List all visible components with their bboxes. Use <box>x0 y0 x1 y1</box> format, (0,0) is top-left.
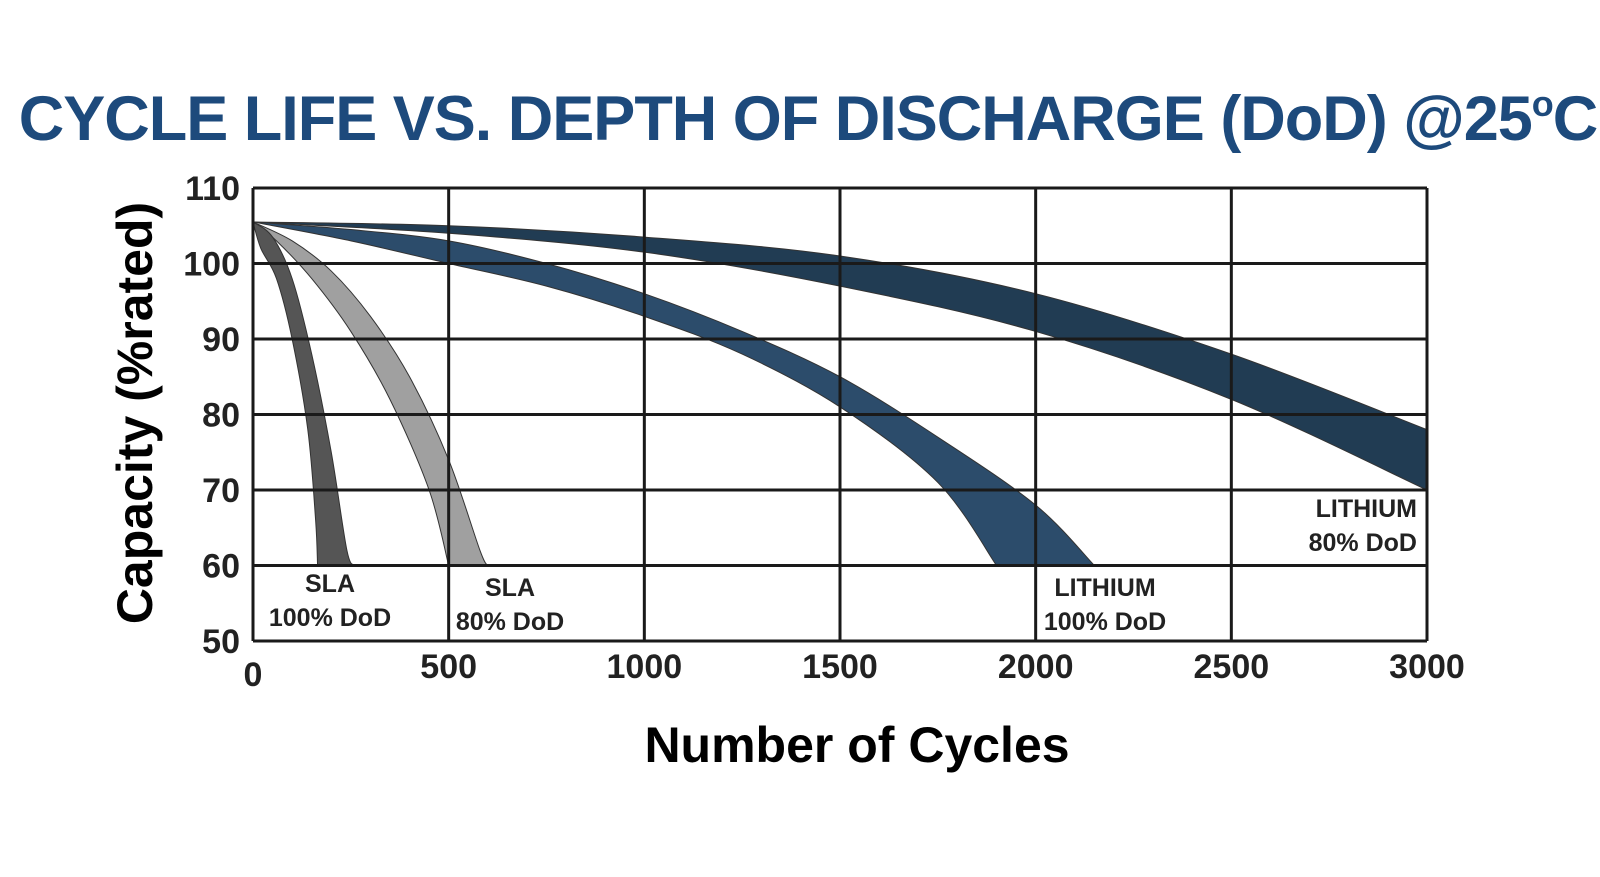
band-label-name: SLA <box>305 570 355 598</box>
y-tick-label: 50 <box>202 623 240 661</box>
band-label-dod: 80% DoD <box>456 608 564 636</box>
chart-title-degree: o <box>1532 83 1553 124</box>
grid-layer <box>251 186 1429 643</box>
band-label-dod: 100% DoD <box>269 604 391 632</box>
x-tick-label: 500 <box>420 648 477 686</box>
band-label-name: LITHIUM <box>1054 574 1155 602</box>
x-tick-label: 1000 <box>607 648 683 686</box>
x-tick-label: 3000 <box>1389 648 1465 686</box>
band-series-2 <box>252 221 489 566</box>
chart-title-unit: C <box>1553 84 1598 154</box>
band-label-name: SLA <box>485 574 535 602</box>
tick-label-layer: 0 500 1000 1500 2000 2500 3000 50 60 70 80 90 100 110 <box>183 170 1465 694</box>
y-tick-label: 90 <box>202 321 240 359</box>
band-label-dod: 80% DoD <box>1309 529 1417 557</box>
x-tick-label: 2000 <box>998 648 1074 686</box>
band-series-1 <box>252 220 356 566</box>
band-series-3 <box>252 221 1096 566</box>
y-tick-label: 110 <box>185 170 240 208</box>
x-tick-label: 1500 <box>802 648 878 686</box>
y-axis-label: Capacity (%rated) <box>107 202 163 624</box>
chart-title: CYCLE LIFE VS. DEPTH OF DISCHARGE (DoD) … <box>19 83 1598 154</box>
x-tick-label: 0 <box>244 656 263 694</box>
y-tick-label: 80 <box>202 397 240 435</box>
x-axis-label: Number of Cycles <box>644 717 1069 773</box>
band-label-layer: SLA 100% DoD SLA 80% DoD LITHIUM 100% DoD LITH… <box>269 495 1417 636</box>
y-tick-label: 100 <box>183 246 240 284</box>
band-label-dod: 100% DoD <box>1044 608 1166 636</box>
y-tick-label: 60 <box>202 548 240 586</box>
chart-title-main: CYCLE LIFE VS. DEPTH OF DISCHARGE (DoD) … <box>19 84 1532 154</box>
y-tick-label: 70 <box>202 472 240 510</box>
x-tick-label: 2500 <box>1194 648 1270 686</box>
band-label-name: LITHIUM <box>1316 495 1417 523</box>
